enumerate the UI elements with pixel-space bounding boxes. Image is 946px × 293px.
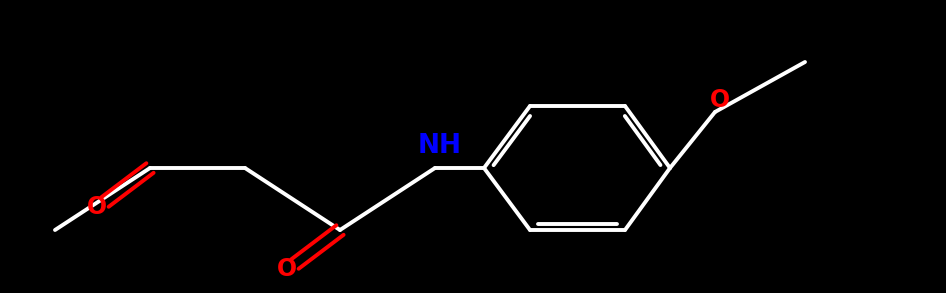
Text: O: O [87,195,107,219]
Text: O: O [277,257,297,281]
Text: NH: NH [418,133,462,159]
Text: O: O [710,88,730,112]
